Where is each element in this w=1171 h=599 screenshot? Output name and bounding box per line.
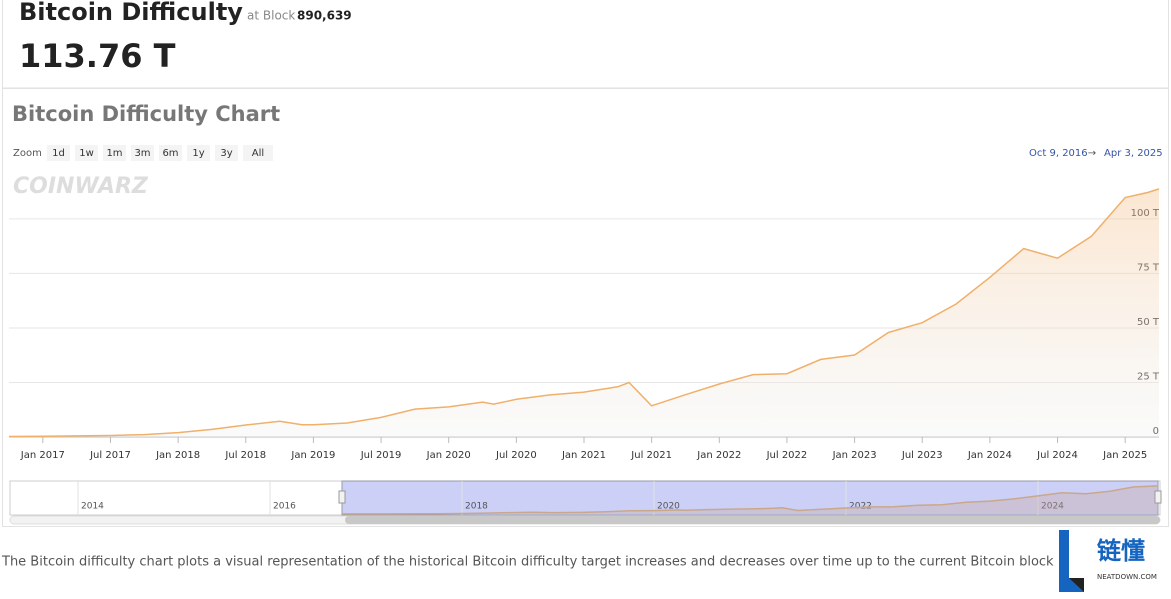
navigator-handle[interactable] [338,490,346,504]
zoom-button[interactable] [243,145,273,161]
range-from[interactable]: Oct 9, 2016 [1029,148,1088,159]
zoom-label: Zoom [13,148,42,159]
badge-logo [1059,530,1084,592]
badge-logo-corner [1069,578,1084,592]
x-tick-label: Jul 2017 [89,450,131,461]
chart-title: Bitcoin Difficulty Chart [12,102,280,126]
block-prefix: at Block [247,9,295,23]
zoom-button[interactable] [75,145,98,161]
area [9,188,1159,437]
zoom-button[interactable] [159,145,182,161]
navigator-handle[interactable] [1154,490,1162,504]
navigator-tick-label: 2014 [81,502,104,512]
x-tick-label: Jan 2024 [967,450,1012,461]
zoom-button-label[interactable]: 1m [106,148,122,159]
zoom-button-label[interactable]: 1w [79,148,94,159]
line [8,188,1160,438]
zoom-button[interactable] [187,145,210,161]
x-tick-label: Jul 2020 [495,450,537,461]
difficulty-value: 113.76 T [19,37,176,75]
navigator-tick-label: 2016 [273,502,296,512]
scrollbar-thumb[interactable] [345,516,1160,524]
zoom-button[interactable] [131,145,154,161]
x-tick-label: Jan 2020 [426,450,471,461]
zoom-button[interactable] [47,145,70,161]
x-tick-label: Jan 2021 [561,450,606,461]
x-tick-label: Jul 2024 [1036,450,1078,461]
navigator-tick-label: 2020 [657,502,680,512]
badge-site: NEATDOWN.COM [1097,573,1157,581]
x-tick-label: Jul 2023 [901,450,943,461]
navigator-area [342,485,1158,514]
navigator-tick-label: 2018 [465,502,488,512]
zoom-button-label[interactable]: All [252,148,264,159]
zoom-button-label[interactable]: 1d [52,148,65,159]
x-tick-label: Jul 2021 [630,450,672,461]
zoom-button-label[interactable]: 6m [162,148,178,159]
watermark: COINWARZ [13,174,149,199]
x-tick-label: Jul 2022 [766,450,808,461]
zoom-button-label[interactable]: 1y [192,148,204,159]
zoom-button[interactable] [215,145,238,161]
x-tick-label: Jul 2019 [360,450,402,461]
x-tick-label: Jan 2017 [20,450,65,461]
zoom-button[interactable] [103,145,126,161]
range-arrow: → [1088,148,1096,159]
x-tick-label: Jan 2025 [1102,450,1147,461]
badge-name: 链懂 [1097,537,1145,565]
navigator-line [342,485,1159,515]
zoom-button-label[interactable]: 3y [220,148,232,159]
block-number: 890,639 [297,9,352,23]
description: The Bitcoin difficulty chart plots a vis… [1,555,1058,570]
x-tick-label: Jul 2018 [224,450,266,461]
x-tick-label: Jan 2019 [290,450,335,461]
navigator-tick-label: 2022 [849,502,872,512]
navigator-tick-label: 2024 [1041,502,1064,512]
header-box [2,0,1169,89]
x-tick-label: Jan 2022 [696,450,741,461]
x-tick-label: Jan 2018 [155,450,200,461]
range-to[interactable]: Apr 3, 2025 [1104,148,1163,159]
zoom-button-label[interactable]: 3m [134,148,150,159]
x-tick-label: Jan 2023 [832,450,877,461]
page-title: Bitcoin Difficulty [19,0,243,26]
